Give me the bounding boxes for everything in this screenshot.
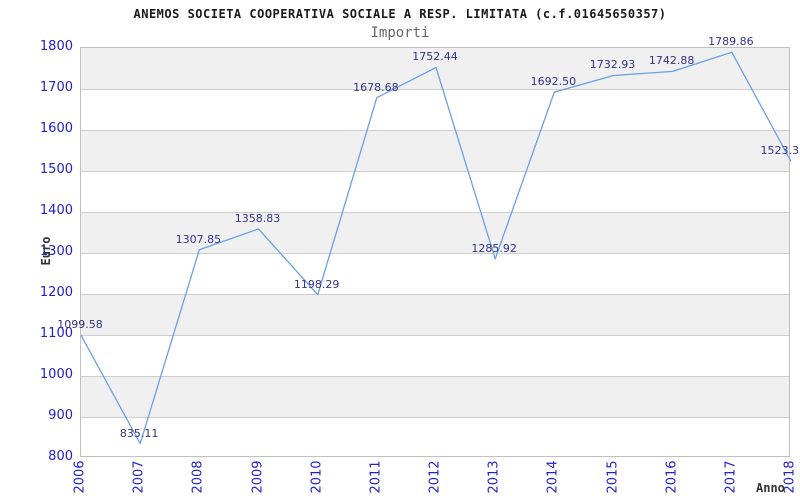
- data-point-label: 1789.86: [708, 35, 754, 49]
- x-tick-label: 2017: [723, 460, 739, 494]
- band: [81, 212, 789, 253]
- x-tick-label: 2010: [309, 460, 325, 494]
- data-point-label: 1732.93: [589, 58, 636, 72]
- plot-area: [80, 47, 792, 457]
- data-point-label: 1099.58: [57, 318, 103, 332]
- y-tick-label: 1200: [39, 285, 73, 300]
- band: [81, 130, 789, 171]
- y-tick-label: 800: [48, 449, 73, 464]
- data-point-label: 835.11: [119, 426, 159, 440]
- data-point-label: 1752.44: [412, 50, 458, 64]
- gridline: [81, 335, 789, 336]
- data-line: [80, 51, 792, 445]
- gridline: [81, 130, 789, 131]
- x-axis-title: Anno: [756, 481, 785, 495]
- x-tick-label: 2015: [605, 460, 620, 494]
- y-axis-title: Euro: [39, 236, 53, 266]
- chart-title: ANEMOS SOCIETA COOPERATIVA SOCIALE A RES…: [133, 7, 667, 21]
- x-tick-label: 2013: [486, 460, 502, 494]
- gridline: [81, 171, 789, 172]
- data-point-label: 1285.92: [471, 241, 517, 255]
- gridline: [81, 417, 789, 418]
- data-point-label: 1358.83: [234, 211, 281, 225]
- x-tick-label: 2008: [190, 460, 206, 494]
- y-tick-label: 1800: [39, 39, 73, 54]
- gridline: [81, 89, 789, 90]
- x-tick-label: 2012: [427, 460, 443, 494]
- x-tick-label: 2011: [368, 460, 384, 494]
- data-point-label: 1307.85: [175, 232, 222, 246]
- chart-subtitle: Importi: [370, 25, 430, 41]
- gridline: [81, 253, 789, 254]
- x-tick-label: 2007: [131, 460, 147, 494]
- y-tick-label: 1100: [39, 326, 73, 341]
- x-tick-label: 2006: [72, 460, 88, 494]
- data-point-label: 1198.29: [293, 277, 340, 291]
- data-point-label: 1678.68: [353, 80, 399, 94]
- gridline: [81, 294, 789, 295]
- y-tick-label: 900: [48, 408, 73, 423]
- y-tick-label: 1000: [39, 367, 73, 382]
- gridline: [81, 212, 789, 213]
- x-tick-label: 2016: [664, 460, 680, 494]
- y-tick-label: 1300: [39, 244, 73, 259]
- data-point-label: 1523.3: [760, 144, 800, 158]
- gridline: [81, 376, 789, 377]
- band: [81, 294, 789, 335]
- x-tick-label: 2009: [250, 460, 265, 494]
- data-point-label: 1742.88: [648, 54, 695, 68]
- y-tick-label: 1600: [39, 121, 73, 136]
- y-tick-label: 1400: [39, 203, 73, 218]
- y-tick-label: 1500: [39, 162, 73, 177]
- data-point-label: 1692.50: [530, 75, 577, 89]
- band: [81, 376, 789, 417]
- x-tick-label: 2014: [545, 460, 561, 494]
- data-line-svg: [80, 51, 792, 445]
- y-tick-label: 1700: [39, 80, 73, 95]
